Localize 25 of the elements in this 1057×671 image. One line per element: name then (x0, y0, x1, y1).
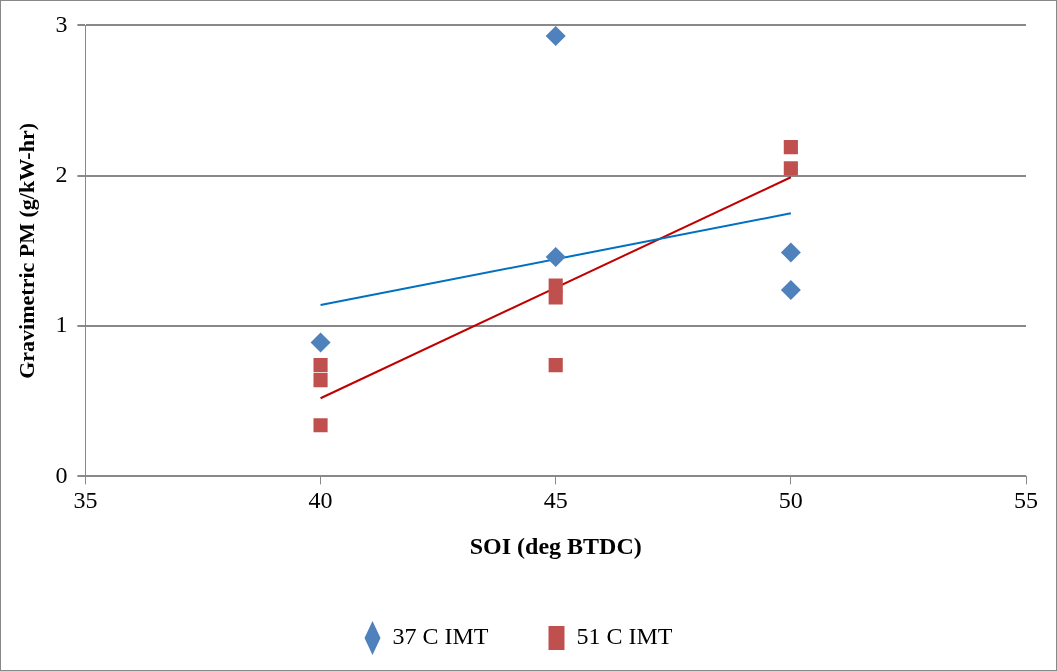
y-tick-label: 3 (55, 10, 68, 37)
point (548, 358, 563, 373)
point (783, 140, 798, 155)
point (545, 246, 566, 267)
point (313, 358, 328, 373)
point (783, 161, 798, 176)
y-tick-label: 0 (55, 461, 68, 488)
x-tick-label: 50 (778, 487, 803, 514)
point (310, 332, 331, 353)
point (545, 25, 566, 46)
x-tick-label: 55 (1014, 487, 1038, 514)
y-axis-title: Gravimetric PM (g/kW-hr) (13, 123, 39, 379)
legend-label: 51 C IMT (576, 623, 673, 650)
y-tick-label: 2 (55, 161, 68, 188)
point (548, 290, 563, 305)
point (780, 279, 801, 300)
point (313, 418, 328, 433)
point (780, 242, 801, 263)
x-tick-label: 35 (73, 487, 98, 514)
point (313, 373, 328, 388)
x-axis-title: SOI (deg BTDC) (469, 532, 642, 559)
y-tick-label: 1 (55, 311, 68, 338)
legend-label: 37 C IMT (392, 623, 489, 650)
x-tick-label: 40 (308, 487, 333, 514)
x-tick-label: 45 (543, 487, 568, 514)
